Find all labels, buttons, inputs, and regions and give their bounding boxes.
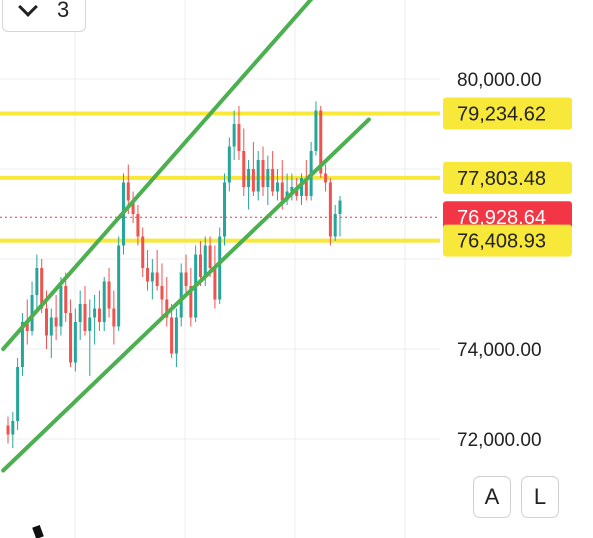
candle-body: [30, 295, 34, 331]
candle-body: [78, 304, 82, 322]
channel-line-upper[interactable]: [1, 0, 340, 351]
candle-body: [261, 160, 265, 187]
candle-body: [25, 322, 29, 331]
candle-body: [136, 214, 140, 237]
trend-channel: [1, 0, 371, 473]
candle-body: [203, 245, 207, 277]
candle-body: [333, 214, 337, 237]
candle-body: [49, 317, 53, 336]
candle-body: [73, 322, 77, 363]
time-axis-fragment: [32, 524, 44, 538]
candle-body: [218, 236, 222, 300]
candle-body: [300, 178, 304, 196]
candle-body: [6, 425, 10, 435]
candle-body: [304, 178, 308, 196]
candle-body: [290, 187, 294, 192]
price-axis-label: 80,000.00: [457, 70, 542, 91]
candle-body: [247, 169, 251, 187]
candle-body: [280, 182, 284, 201]
candle-body: [324, 173, 328, 183]
candle-body: [328, 182, 332, 237]
candle-body: [16, 367, 20, 421]
price-badge-text: 79,234.62: [457, 103, 546, 125]
price-axis-label: 72,000.00: [457, 430, 542, 451]
price-axis-label: 74,000.00: [457, 340, 542, 361]
candle-body: [131, 200, 135, 214]
candle-body: [242, 151, 246, 187]
candle-body: [69, 313, 73, 363]
log-scale-button[interactable]: L: [521, 476, 559, 518]
candle-body: [256, 160, 260, 192]
candle-body: [319, 110, 323, 174]
candle-body: [179, 272, 183, 318]
candle-body: [160, 286, 164, 300]
candle-body: [112, 308, 116, 327]
candle-body: [170, 317, 174, 354]
candle-body: [174, 317, 178, 354]
candle-body: [64, 286, 68, 313]
price-badge-text: 77,803.48: [457, 168, 546, 190]
candle-body: [150, 272, 154, 282]
candle-body: [146, 268, 150, 282]
interval-count: 3: [57, 0, 70, 22]
candle-body: [198, 254, 202, 277]
candle-body: [184, 272, 188, 286]
candle-body: [208, 245, 212, 268]
candle-body: [54, 317, 58, 327]
candle-body: [141, 236, 145, 268]
candle-body: [93, 308, 97, 318]
candle-body: [275, 182, 279, 192]
price-badge-text: 76,408.93: [457, 231, 546, 253]
interval-dropdown-button[interactable]: 3: [2, 0, 86, 32]
candle-body: [44, 308, 48, 336]
candle-body: [40, 268, 44, 309]
candle-body: [232, 124, 236, 147]
candle-body: [117, 245, 121, 327]
horizontal-levels: [0, 111, 440, 243]
level-price-badge: [443, 161, 572, 194]
price-axis: 80,000.00 74,000.00 72,000.00: [457, 70, 542, 451]
candle-body: [165, 299, 169, 318]
candle-body: [213, 268, 217, 300]
candle-body: [20, 322, 24, 367]
candle-body: [107, 281, 111, 309]
channel-line-lower[interactable]: [1, 117, 371, 473]
candle-body: [155, 272, 159, 286]
candle-body: [223, 182, 227, 237]
candle-body: [11, 421, 15, 435]
candle-body: [102, 281, 106, 322]
level-price-badge: [443, 97, 572, 130]
level-price-badge: [443, 224, 572, 257]
candle-body: [35, 268, 39, 295]
candle-body: [83, 304, 87, 331]
candle-body: [314, 110, 318, 151]
auto-scale-button[interactable]: A: [473, 476, 511, 518]
candle-body: [237, 124, 241, 151]
candle-body: [227, 146, 231, 183]
candle-body: [97, 308, 101, 322]
candle-body: [88, 317, 92, 331]
chevron-down-icon: [18, 0, 38, 17]
candle-body: [271, 169, 275, 192]
candle-body: [251, 169, 255, 192]
candle-body: [59, 286, 63, 327]
candle-body: [126, 182, 130, 201]
candle-body: [338, 200, 342, 214]
candle-body: [266, 169, 270, 187]
candle-body: [189, 286, 193, 318]
price-badge-text: 76,928.64: [457, 207, 546, 229]
